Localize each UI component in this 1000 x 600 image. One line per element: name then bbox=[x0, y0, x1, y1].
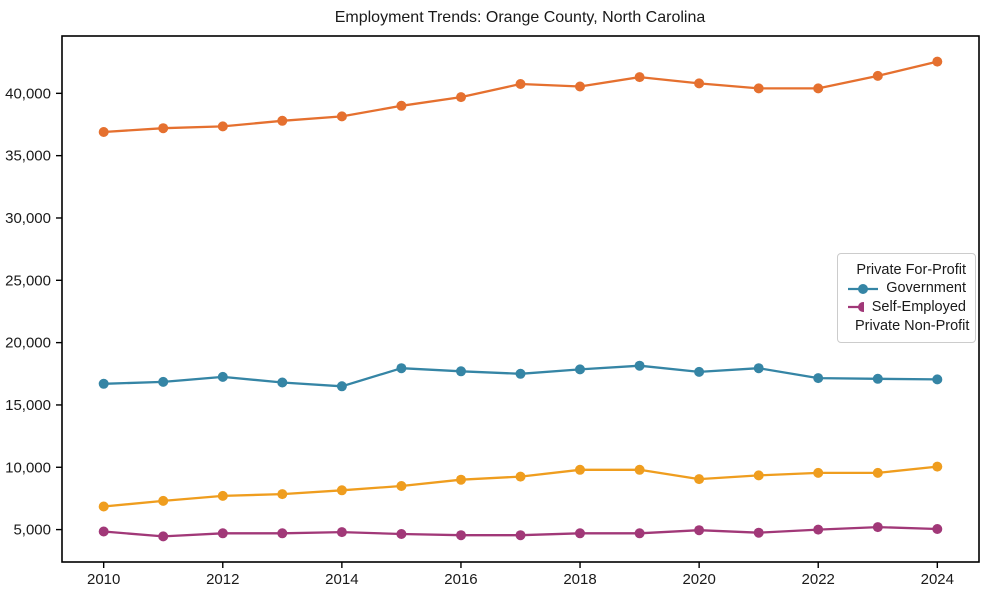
x-tick-label: 2024 bbox=[921, 571, 954, 588]
legend-label-self-employed: Self-Employed bbox=[871, 299, 966, 316]
marker-private-for-profit bbox=[872, 70, 883, 81]
x-tick-label: 2012 bbox=[206, 571, 239, 588]
y-tick-label: 15,000 bbox=[5, 397, 51, 414]
marker-private-non-profit bbox=[396, 481, 407, 491]
marker-self-employed bbox=[456, 530, 466, 541]
marker-private-for-profit bbox=[158, 123, 169, 134]
marker-government bbox=[575, 364, 585, 375]
marker-private-for-profit bbox=[634, 72, 645, 83]
y-tick-label: 20,000 bbox=[5, 335, 51, 352]
marker-government bbox=[217, 371, 228, 382]
marker-private-for-profit bbox=[277, 115, 288, 126]
marker-private-for-profit bbox=[515, 79, 526, 89]
legend-item-self-employed: Self-Employed bbox=[847, 298, 966, 316]
marker-private-for-profit bbox=[396, 100, 407, 111]
marker-self-employed bbox=[515, 530, 526, 541]
y-tick-label: 35,000 bbox=[5, 148, 51, 165]
marker-private-non-profit bbox=[634, 464, 645, 475]
legend-item-government: Government bbox=[847, 280, 966, 298]
marker-private-for-profit bbox=[336, 111, 347, 122]
marker-self-employed bbox=[396, 529, 407, 539]
marker-private-non-profit bbox=[277, 489, 288, 500]
marker-private-for-profit bbox=[694, 78, 705, 89]
marker-self-employed bbox=[575, 528, 585, 539]
marker-government bbox=[336, 381, 347, 392]
marker-government bbox=[158, 376, 169, 387]
marker-government bbox=[515, 368, 526, 379]
marker-private-non-profit bbox=[515, 471, 526, 482]
chart-title: Employment Trends: Orange County, North … bbox=[335, 9, 706, 26]
marker-private-non-profit bbox=[813, 467, 824, 478]
marker-private-for-profit bbox=[217, 121, 228, 132]
y-tick-label: 5,000 bbox=[13, 522, 51, 539]
marker-government bbox=[753, 363, 764, 374]
marker-self-employed bbox=[158, 531, 169, 542]
legend-marker-private-for-profit bbox=[848, 268, 849, 272]
marker-self-employed bbox=[634, 528, 645, 539]
marker-self-employed bbox=[98, 526, 109, 537]
legend-item-private-for-profit: Private For-Profit bbox=[847, 261, 966, 279]
legend-item-private-non-profit: Private Non-Profit bbox=[847, 317, 970, 335]
marker-private-non-profit bbox=[456, 474, 466, 485]
marker-self-employed bbox=[753, 527, 764, 538]
marker-private-non-profit bbox=[932, 461, 943, 472]
marker-government bbox=[872, 373, 883, 384]
y-tick-label: 25,000 bbox=[5, 272, 51, 289]
marker-self-employed bbox=[872, 522, 883, 533]
legend-marker-government bbox=[848, 283, 878, 294]
x-tick-label: 2022 bbox=[802, 571, 835, 588]
x-tick-label: 2018 bbox=[563, 571, 596, 588]
marker-private-non-profit bbox=[98, 501, 109, 512]
marker-self-employed bbox=[932, 524, 943, 534]
marker-self-employed bbox=[813, 524, 824, 535]
marker-government bbox=[98, 378, 109, 389]
y-tick-label: 10,000 bbox=[5, 459, 51, 476]
marker-self-employed bbox=[217, 528, 228, 539]
marker-government bbox=[396, 363, 407, 374]
marker-government bbox=[634, 360, 645, 371]
marker-private-non-profit bbox=[158, 495, 169, 506]
x-tick-label: 2020 bbox=[682, 571, 715, 588]
x-tick-label: 2010 bbox=[87, 571, 120, 588]
series-line-private-for-profit bbox=[102, 60, 939, 134]
marker-government bbox=[932, 374, 943, 385]
marker-government bbox=[456, 366, 466, 377]
marker-self-employed bbox=[336, 527, 347, 538]
y-tick-label: 30,000 bbox=[5, 210, 51, 227]
marker-private-non-profit bbox=[872, 467, 883, 478]
marker-private-for-profit bbox=[456, 92, 466, 103]
y-tick-label: 40,000 bbox=[5, 85, 51, 102]
legend-marker-self-employed bbox=[848, 302, 864, 313]
marker-self-employed bbox=[694, 525, 705, 536]
legend-label-government: Government bbox=[886, 280, 966, 297]
marker-private-for-profit bbox=[753, 83, 764, 94]
marker-private-non-profit bbox=[575, 464, 585, 475]
marker-government bbox=[813, 373, 824, 384]
marker-private-for-profit bbox=[575, 81, 585, 92]
marker-private-for-profit bbox=[813, 83, 824, 94]
marker-private-for-profit bbox=[932, 56, 943, 67]
legend-label-private-non-profit: Private Non-Profit bbox=[855, 317, 970, 334]
marker-self-employed bbox=[277, 528, 288, 539]
marker-government bbox=[694, 366, 705, 377]
marker-private-non-profit bbox=[694, 474, 705, 485]
marker-private-non-profit bbox=[336, 485, 347, 496]
marker-private-non-profit bbox=[217, 490, 228, 501]
legend: Private For-Profit Government Self-Employe… bbox=[837, 253, 976, 343]
plot-border bbox=[61, 35, 980, 563]
x-tick-label: 2014 bbox=[325, 571, 358, 588]
marker-private-non-profit bbox=[753, 470, 764, 481]
legend-label-private-for-profit: Private For-Profit bbox=[856, 261, 966, 278]
marker-government bbox=[277, 377, 288, 388]
marker-private-for-profit bbox=[98, 127, 109, 137]
x-tick-label: 2016 bbox=[444, 571, 477, 588]
